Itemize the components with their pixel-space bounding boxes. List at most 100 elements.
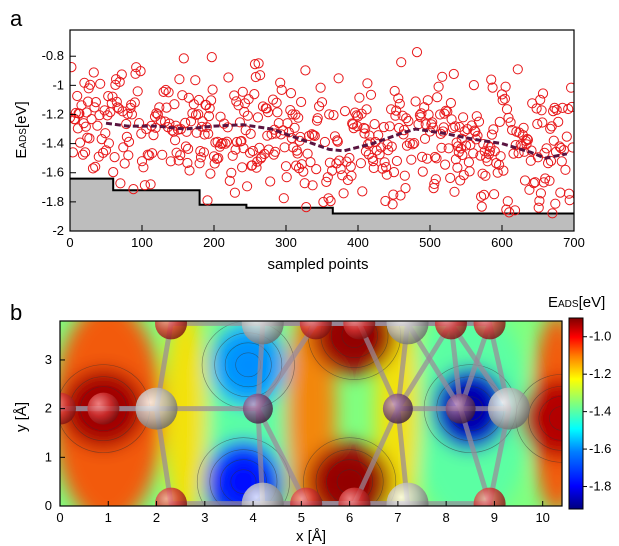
x-tick-label: 500 <box>419 235 441 250</box>
y-tick-label: -1.4 <box>42 136 64 151</box>
scatter-point <box>311 164 322 175</box>
scatter-point <box>92 120 103 131</box>
scatter-point <box>471 111 482 122</box>
scatter-point <box>291 160 302 171</box>
contour-line <box>230 469 257 494</box>
x-tick-label: 7 <box>394 510 401 525</box>
scatter-point <box>548 135 559 146</box>
running-minimum-envelope <box>70 177 574 231</box>
scatter-point <box>512 64 523 75</box>
scatter-point <box>70 107 81 119</box>
scatter-point <box>299 178 310 189</box>
scatter-point <box>78 118 89 129</box>
scatter-point <box>316 97 328 108</box>
scatter-point <box>334 155 345 166</box>
atom-red <box>473 321 506 340</box>
scatter-point <box>352 121 363 132</box>
y-tick-label: -1 <box>52 77 64 92</box>
scatter-point <box>135 66 146 77</box>
x-axis-label-b: x [Å] <box>296 528 326 545</box>
scatter-point <box>109 152 120 163</box>
scatter-point <box>169 99 180 110</box>
scatter-point <box>415 112 426 123</box>
scatter-point <box>446 114 457 125</box>
contour-line <box>196 437 290 506</box>
scatter-point <box>76 100 87 111</box>
scatter-point <box>337 170 348 181</box>
scatter-point <box>391 155 402 167</box>
scatter-point <box>70 62 77 73</box>
scatter-point <box>292 148 303 159</box>
scatter-point <box>214 141 225 152</box>
scatter-point <box>406 154 417 165</box>
scatter-point <box>458 112 469 123</box>
scatter-point <box>419 133 431 144</box>
scatter-point <box>106 98 117 109</box>
scatter-point <box>328 110 339 121</box>
x-tick-label: 400 <box>347 235 369 250</box>
scatter-point <box>242 110 253 121</box>
scatter-point <box>237 162 248 173</box>
scatter-point <box>300 65 311 76</box>
contour-line <box>303 437 397 506</box>
colorbar-tick-label: -1.0 <box>589 329 611 344</box>
scatter-point <box>276 84 287 96</box>
scatter-point <box>301 202 312 213</box>
scatter-point <box>216 138 227 149</box>
bond <box>351 406 401 506</box>
scatter-point <box>183 92 194 103</box>
scatter-point <box>455 175 466 186</box>
scatter-point <box>221 136 233 147</box>
scatter-point <box>488 124 499 135</box>
scatter-point <box>478 189 490 200</box>
contour-line <box>331 321 378 358</box>
x-tick-label: 10 <box>535 510 549 525</box>
scatter-point <box>113 103 125 114</box>
scatter-point <box>487 82 498 93</box>
colorbar <box>568 317 584 510</box>
y-tick-label: -1.6 <box>42 165 64 180</box>
scatter-point <box>494 116 505 128</box>
scatter-point <box>555 187 566 198</box>
scatter-point <box>184 165 195 176</box>
scatter-point <box>518 122 529 133</box>
scatter-point <box>70 147 78 158</box>
scatter-point <box>553 116 564 128</box>
scatter-point <box>422 95 433 106</box>
scatter-point <box>535 94 546 106</box>
scatter-point <box>545 155 557 167</box>
scatter-point <box>89 102 100 113</box>
scatter-point <box>136 156 148 167</box>
x-tick-label: 8 <box>443 510 450 525</box>
scatter-point <box>285 88 297 99</box>
y-tick-label: -1.8 <box>42 194 64 209</box>
atom-purple <box>382 393 413 424</box>
scatter-point <box>100 145 112 156</box>
scatter-point <box>560 164 571 175</box>
scatter-point <box>142 149 153 160</box>
scatter-point <box>249 89 260 100</box>
scatter-point <box>495 151 506 162</box>
scatter-point <box>486 129 497 140</box>
scatter-point <box>220 138 231 149</box>
scatter-point <box>357 186 368 197</box>
scatter-point <box>505 117 516 128</box>
scatter-point <box>429 151 441 163</box>
x-tick-label: 4 <box>249 510 256 525</box>
scatter-point <box>445 97 456 109</box>
scatter-point <box>484 146 495 157</box>
bond <box>395 321 454 412</box>
scatter-point <box>534 195 545 206</box>
scatter-point <box>431 153 442 164</box>
energy-surface <box>60 321 562 506</box>
contour-line <box>315 449 384 506</box>
scatter-point <box>130 68 141 79</box>
scatter-point <box>209 158 220 169</box>
scatter-point <box>499 93 510 104</box>
plot-frame-b <box>59 320 563 507</box>
scatter-point <box>335 163 346 175</box>
plot-frame-a <box>69 29 575 232</box>
scatter-point <box>386 141 397 152</box>
scatter-point <box>319 136 330 148</box>
scatter-point <box>207 84 218 95</box>
